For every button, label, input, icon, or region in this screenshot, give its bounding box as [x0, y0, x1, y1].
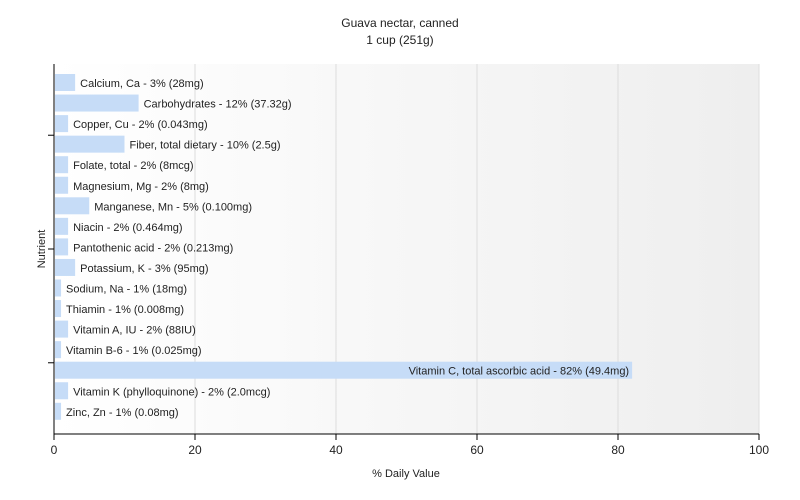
bar-5: [55, 176, 69, 194]
bar-14: [55, 361, 633, 379]
bar-15: [55, 382, 69, 400]
chart-title: Guava nectar, canned: [341, 16, 458, 30]
bar-13: [55, 341, 62, 359]
x-tick-label-5: 100: [749, 443, 769, 457]
bar-label-2: Copper, Cu - 2% (0.043mg): [73, 119, 208, 131]
bar-4: [55, 156, 69, 174]
axes-group: 0 20 40 60 80 100: [48, 64, 769, 457]
bar-label-13: Vitamin B-6 - 1% (0.025mg): [66, 345, 202, 357]
bar-label-7: Niacin - 2% (0.464mg): [73, 222, 182, 234]
bar-3: [55, 135, 125, 153]
bar-10: [55, 279, 62, 297]
bar-label-10: Sodium, Na - 1% (18mg): [66, 284, 187, 296]
bar-0: [55, 74, 76, 91]
x-tick-label-4: 80: [611, 443, 625, 457]
bar-label-11: Thiamin - 1% (0.008mg): [66, 304, 184, 316]
bar-label-4: Folate, total - 2% (8mcg): [73, 160, 193, 172]
x-tick-label-2: 40: [329, 443, 343, 457]
bar-label-8: Pantothenic acid - 2% (0.213mg): [73, 242, 233, 254]
bar-label-16: Zinc, Zn - 1% (0.08mg): [66, 407, 178, 419]
bar-label-1: Carbohydrates - 12% (37.32g): [144, 99, 292, 111]
bar-1: [55, 94, 139, 112]
chart-subtitle: 1 cup (251g): [366, 33, 433, 47]
bar-label-0: Calcium, Ca - 3% (28mg): [80, 78, 203, 90]
bar-11: [55, 300, 62, 318]
bar-7: [55, 217, 69, 235]
bar-label-6: Manganese, Mn - 5% (0.100mg): [94, 201, 252, 213]
bar-label-12: Vitamin A, IU - 2% (88IU): [73, 325, 196, 337]
x-tick-label-1: 20: [188, 443, 202, 457]
bar-12: [55, 320, 69, 338]
bar-label-3: Fiber, total dietary - 10% (2.5g): [130, 140, 281, 152]
bar-label-9: Potassium, K - 3% (95mg): [80, 263, 208, 275]
bar-2: [55, 115, 69, 133]
x-tick-label-0: 0: [51, 443, 58, 457]
bar-9: [55, 258, 76, 276]
bar-8: [55, 238, 69, 256]
y-axis-label: Nutrient: [36, 230, 48, 269]
bar-label-15: Vitamin K (phylloquinone) - 2% (2.0mcg): [73, 386, 270, 398]
bar-6: [55, 197, 90, 215]
x-tick-label-3: 60: [470, 443, 484, 457]
bar-label-14: Vitamin C, total ascorbic acid - 82% (49…: [409, 366, 630, 378]
x-axis-label: % Daily Value: [372, 468, 440, 480]
bar-16: [55, 402, 62, 420]
bar-label-5: Magnesium, Mg - 2% (8mg): [73, 181, 209, 193]
bars-group: Calcium, Ca - 3% (28mg) Carbohydrates - 1…: [55, 74, 633, 420]
